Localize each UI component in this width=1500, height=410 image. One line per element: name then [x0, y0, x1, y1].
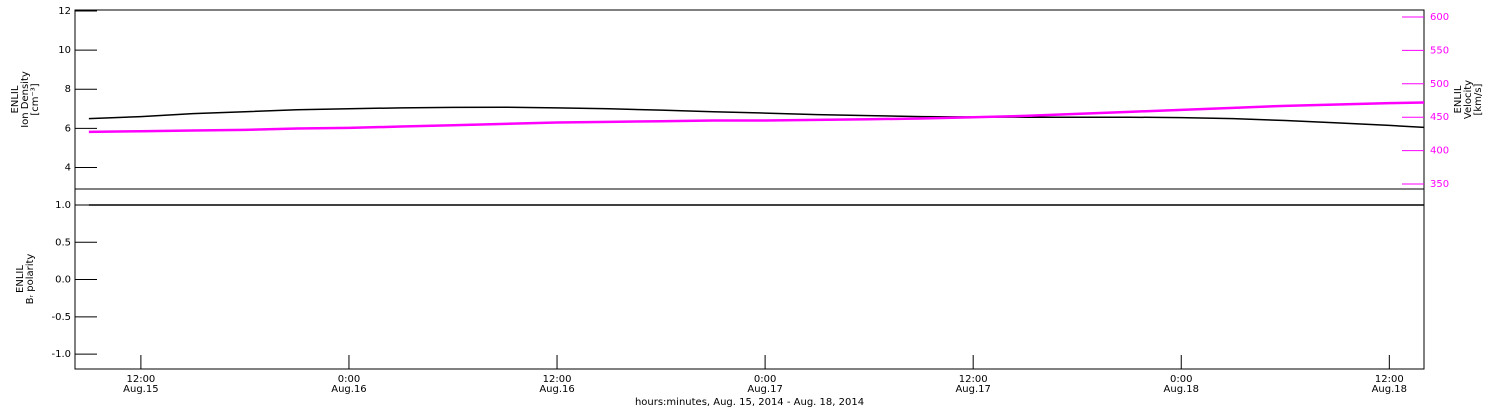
y-tick-label: 12	[58, 6, 71, 17]
x-tick-label: Aug.16	[331, 384, 366, 395]
y2-axis-title: Velocity	[1463, 80, 1474, 119]
x-tick-label: Aug.17	[747, 384, 782, 395]
y2-axis-title: ENLIL	[1453, 85, 1464, 113]
series-line	[88, 106, 1425, 129]
y2-tick-label: 500	[1430, 79, 1449, 90]
plot-frame	[74, 9, 1425, 190]
y-axis-title: [cm⁻³]	[30, 83, 41, 115]
y-tick-label: 0.0	[55, 275, 71, 286]
x-tick-label: 12:00	[126, 374, 155, 385]
x-axis-title: hours:minutes, Aug. 15, 2014 - Aug. 18, …	[635, 397, 864, 408]
y2-tick-label: 400	[1430, 146, 1449, 157]
x-tick-label: Aug.18	[1372, 384, 1407, 395]
x-tick-label: 0:00	[1170, 374, 1192, 385]
plot-frame	[74, 188, 1425, 370]
y-tick-label: -1.0	[51, 349, 71, 360]
y-axis-title: Bᵣ polarity	[25, 254, 36, 305]
y-axis-title: Ion Density	[20, 71, 31, 128]
x-tick-label: 12:00	[1375, 374, 1404, 385]
y-tick-label: -0.5	[51, 312, 71, 323]
y-tick-label: 1.0	[55, 200, 71, 211]
y-tick-label: 8	[65, 84, 71, 95]
x-tick-label: 0:00	[338, 374, 360, 385]
y2-tick-label: 600	[1430, 12, 1449, 23]
x-tick-label: Aug.15	[123, 384, 158, 395]
y2-tick-label: 350	[1430, 179, 1449, 190]
x-tick-label: 12:00	[543, 374, 572, 385]
y-tick-label: 4	[65, 162, 71, 173]
y-axis-title: ENLIL	[15, 265, 26, 293]
x-tick-label: Aug.16	[539, 384, 574, 395]
x-tick-label: Aug.17	[955, 384, 990, 395]
y-tick-label: 0.5	[55, 237, 71, 248]
y-tick-label: 6	[65, 123, 71, 134]
x-tick-label: 12:00	[959, 374, 988, 385]
y2-tick-label: 450	[1430, 112, 1449, 123]
series-line	[88, 101, 1425, 134]
y-axis-title: ENLIL	[10, 85, 21, 113]
x-tick-label: Aug.18	[1164, 384, 1199, 395]
y-tick-label: 10	[58, 45, 71, 56]
y2-axis-title: [km/s]	[1473, 83, 1484, 115]
x-tick-label: 0:00	[754, 374, 776, 385]
y2-tick-label: 550	[1430, 45, 1449, 56]
